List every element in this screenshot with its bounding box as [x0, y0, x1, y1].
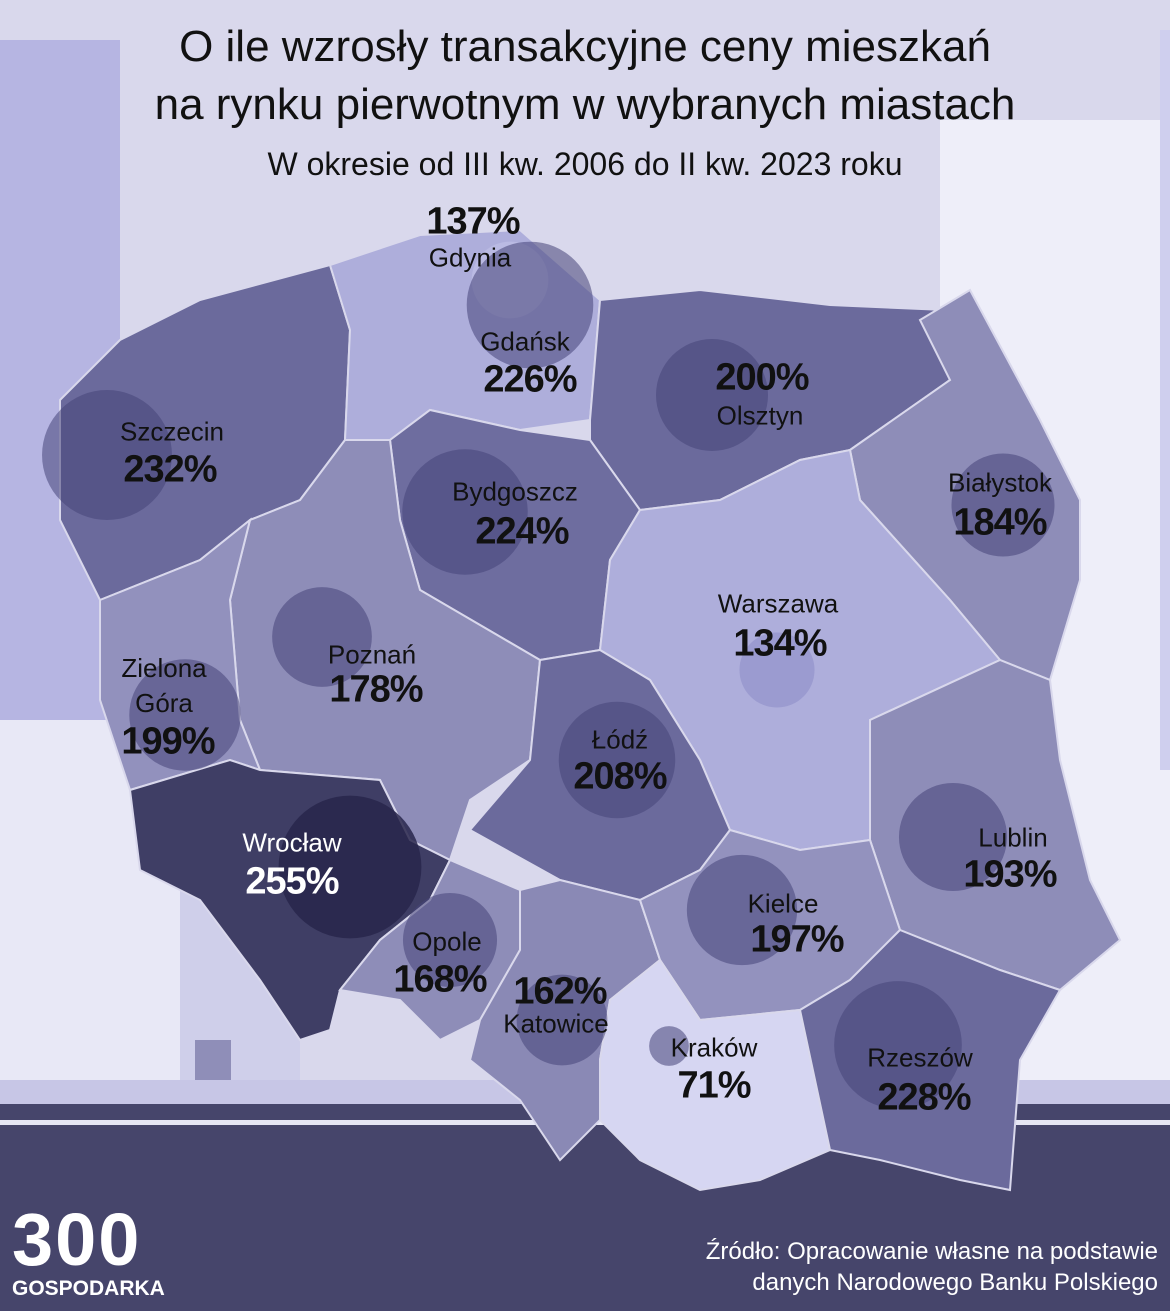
- title-line: O ile wzrosły transakcyjne ceny mieszkań: [179, 22, 991, 71]
- bubble: [516, 974, 608, 1066]
- city-value: 199%: [121, 720, 215, 763]
- city-value: 197%: [750, 918, 844, 961]
- title-line: na rynku pierwotnym w wybranych miastach: [154, 80, 1016, 129]
- city-name: Bydgoszcz: [452, 476, 578, 507]
- city-name: Kielce: [747, 888, 819, 919]
- city-value: 162%: [513, 970, 607, 1013]
- bubble: [739, 632, 815, 708]
- source: Źródło: Opracowanie własne na podstawie …: [706, 1236, 1158, 1298]
- city-name: Gdańsk: [480, 326, 570, 357]
- title: O ile wzrosły transakcyjne ceny mieszkań…: [0, 18, 1170, 134]
- city-name: Gdynia: [428, 242, 512, 273]
- subtitle: W okresie od III kw. 2006 do II kw. 2023…: [267, 146, 903, 182]
- bubble: [129, 659, 241, 771]
- city-value: 193%: [963, 853, 1057, 896]
- city-name: Kraków: [670, 1032, 758, 1063]
- city-name: Poznań: [327, 639, 417, 670]
- bubbles: [42, 241, 1055, 1109]
- city-name: Zielona Góra: [121, 653, 207, 718]
- city-value: 71%: [677, 1064, 751, 1107]
- bubble: [656, 339, 768, 451]
- city-value: 255%: [245, 860, 339, 903]
- bubble: [278, 795, 422, 939]
- logo: 300 GOSPODARKA: [12, 1198, 165, 1301]
- city-value: 208%: [573, 755, 667, 798]
- source-line: Źródło: Opracowanie własne na podstawie: [705, 1238, 1158, 1265]
- city-name: Rzeszów: [867, 1042, 973, 1073]
- bubble: [402, 449, 528, 575]
- bubble: [402, 892, 498, 988]
- bubble: [834, 981, 962, 1109]
- city-name: Szczecin: [119, 416, 225, 447]
- bubble: [42, 390, 172, 520]
- city-value: 178%: [329, 668, 423, 711]
- bubble: [686, 854, 798, 966]
- bubble: [649, 1026, 689, 1066]
- logo-word: GOSPODARKA: [12, 1277, 165, 1300]
- city-name: Łódź: [591, 724, 649, 755]
- bubble: [951, 453, 1055, 557]
- source-line: danych Narodowego Banku Polskiego: [752, 1269, 1158, 1296]
- city-value: 228%: [877, 1076, 971, 1119]
- city-value: 137%: [426, 200, 520, 243]
- city-value: 134%: [733, 622, 827, 665]
- city-value: 184%: [953, 501, 1047, 544]
- bubble: [466, 241, 594, 369]
- bubble: [558, 701, 676, 819]
- city-name: Wrocław: [242, 827, 342, 858]
- logo-number: 300: [12, 1198, 142, 1281]
- city-value: 224%: [475, 510, 569, 553]
- city-name: Lublin: [978, 822, 1048, 853]
- city-value: 226%: [483, 358, 577, 401]
- bubble: [272, 587, 372, 687]
- city-name: Warszawa: [717, 588, 839, 619]
- city-name: Białystok: [947, 467, 1053, 498]
- city-name: Olsztyn: [716, 400, 804, 431]
- city-value: 200%: [715, 356, 809, 399]
- city-name: Katowice: [503, 1008, 609, 1039]
- city-name: Opole: [412, 926, 482, 957]
- city-value: 168%: [393, 958, 487, 1001]
- city-value: 232%: [123, 448, 217, 491]
- bubble: [898, 782, 1008, 892]
